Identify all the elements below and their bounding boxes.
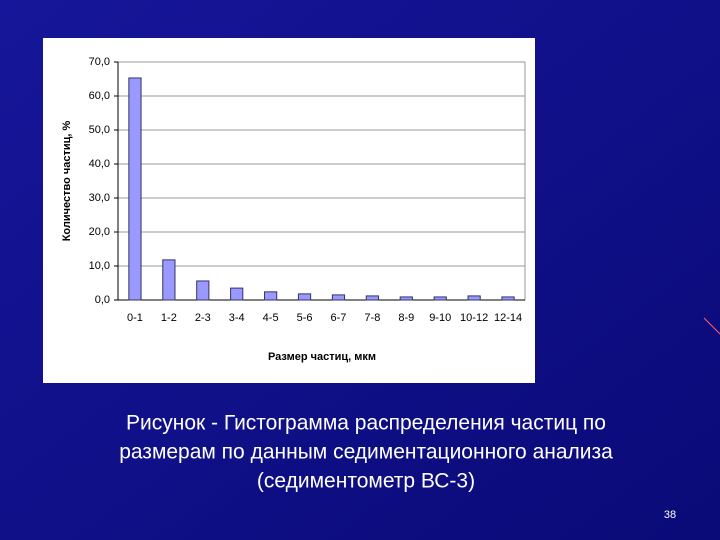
bar <box>433 296 447 301</box>
bar <box>162 259 176 301</box>
bar <box>128 77 142 301</box>
y-tick-label: 70,0 <box>89 56 110 68</box>
x-tick-label: 10-12 <box>460 312 488 324</box>
x-axis-title: Размер частиц, мкм <box>268 351 376 363</box>
caption-line: (седиментометр ВС-3) <box>257 470 475 493</box>
x-tick-label: 3-4 <box>229 312 245 324</box>
y-tick-label: 40,0 <box>89 158 110 170</box>
page-number: 38 <box>664 509 676 521</box>
caption-line: размерам по данным седиментационного ана… <box>119 441 613 464</box>
x-tick-label: 7-8 <box>364 312 380 324</box>
x-tick-label: 8-9 <box>398 312 414 324</box>
bar <box>264 291 278 301</box>
x-tick-label: 4-5 <box>263 312 279 324</box>
decor-line <box>703 317 720 335</box>
x-tick-label: 1-2 <box>161 312 177 324</box>
bar <box>501 296 515 301</box>
y-tick-label: 60,0 <box>89 90 110 102</box>
bar <box>331 294 346 301</box>
y-tick-label: 30,0 <box>89 192 110 204</box>
y-tick-label: 10,0 <box>89 260 110 272</box>
x-tick-label: 0-1 <box>127 312 143 324</box>
x-tick-label: 12-14 <box>494 312 522 324</box>
caption-line: Рисунок - Гистограмма распределения част… <box>126 412 606 435</box>
bar <box>467 295 481 301</box>
plot: 0,0 10,0 20,0 30,0 40,0 50,0 60,0 70,0 0-1 1-2 2-3… <box>89 56 525 324</box>
bar <box>196 280 210 301</box>
bar <box>365 295 379 301</box>
x-tick-label: 6-7 <box>331 312 347 324</box>
y-tick-label: 0,0 <box>95 294 110 306</box>
y-tick-label: 20,0 <box>89 226 110 238</box>
x-tick-label: 5-6 <box>297 312 313 324</box>
x-tick-label: 2-3 <box>195 312 211 324</box>
y-axis-title: Количество частиц, % <box>61 120 73 241</box>
bar <box>399 296 413 301</box>
bar <box>297 293 312 301</box>
bar <box>230 287 244 301</box>
y-tick-label: 50,0 <box>89 124 110 136</box>
x-tick-label: 9-10 <box>429 312 451 324</box>
plot-area <box>117 61 526 301</box>
